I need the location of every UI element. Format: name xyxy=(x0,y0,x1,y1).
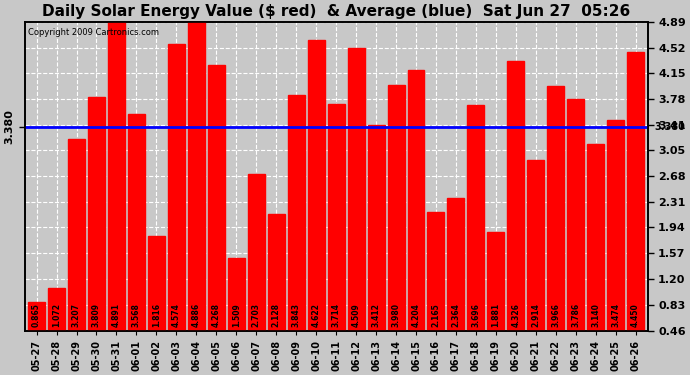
Bar xyxy=(547,86,564,363)
Text: 4.326: 4.326 xyxy=(511,303,520,327)
Bar xyxy=(68,139,85,363)
Bar xyxy=(408,70,424,363)
Bar xyxy=(48,288,65,363)
Text: 3.980: 3.980 xyxy=(391,303,400,327)
Text: 3.568: 3.568 xyxy=(132,303,141,327)
Text: 3.714: 3.714 xyxy=(332,303,341,327)
Text: 1.072: 1.072 xyxy=(52,303,61,327)
Text: 1.881: 1.881 xyxy=(491,303,500,327)
Bar xyxy=(627,53,644,363)
Bar xyxy=(507,61,524,363)
Bar xyxy=(248,174,265,363)
Bar xyxy=(168,44,185,363)
Text: 4.886: 4.886 xyxy=(192,303,201,327)
Bar xyxy=(368,125,384,363)
Text: 3.843: 3.843 xyxy=(292,303,301,327)
Text: 2.128: 2.128 xyxy=(272,303,281,327)
Text: 3.786: 3.786 xyxy=(571,303,580,327)
Title: Daily Solar Energy Value ($ red)  & Average (blue)  Sat Jun 27  05:26: Daily Solar Energy Value ($ red) & Avera… xyxy=(42,4,630,19)
Bar xyxy=(567,99,584,363)
Text: 3.474: 3.474 xyxy=(611,303,620,327)
Bar xyxy=(28,302,45,363)
Text: 3.207: 3.207 xyxy=(72,303,81,327)
Text: 4.450: 4.450 xyxy=(631,303,640,327)
Text: 2.703: 2.703 xyxy=(252,303,261,327)
Text: 3.966: 3.966 xyxy=(551,303,560,327)
Text: 3.696: 3.696 xyxy=(471,303,480,327)
Bar xyxy=(388,85,404,363)
Text: 4.622: 4.622 xyxy=(312,303,321,327)
Text: Copyright 2009 Cartronics.com: Copyright 2009 Cartronics.com xyxy=(28,28,159,37)
Bar xyxy=(587,144,604,363)
Text: 3.140: 3.140 xyxy=(591,303,600,327)
Bar xyxy=(447,198,464,363)
Text: 3.809: 3.809 xyxy=(92,303,101,327)
Text: 2.914: 2.914 xyxy=(531,303,540,327)
Bar xyxy=(428,212,444,363)
Bar xyxy=(308,40,324,363)
Bar xyxy=(288,95,305,363)
Bar xyxy=(348,48,364,363)
Bar xyxy=(148,236,165,363)
Bar xyxy=(328,104,344,363)
Text: 3.380: 3.380 xyxy=(655,122,685,132)
Bar xyxy=(487,232,504,363)
Bar xyxy=(108,22,125,363)
Bar xyxy=(88,97,105,363)
Bar xyxy=(467,105,484,363)
Bar xyxy=(188,22,205,363)
Text: 3.412: 3.412 xyxy=(372,303,381,327)
Bar xyxy=(228,258,245,363)
Bar xyxy=(128,114,145,363)
Text: 4.891: 4.891 xyxy=(112,303,121,327)
Text: 2.364: 2.364 xyxy=(451,303,460,327)
Text: 2.165: 2.165 xyxy=(431,303,440,327)
Bar xyxy=(607,120,624,363)
Text: 1.816: 1.816 xyxy=(152,303,161,327)
Text: 0.865: 0.865 xyxy=(32,303,41,327)
Bar xyxy=(208,65,225,363)
Text: 4.574: 4.574 xyxy=(172,303,181,327)
Text: 4.204: 4.204 xyxy=(411,303,420,327)
Text: 4.509: 4.509 xyxy=(352,303,361,327)
Text: 1.509: 1.509 xyxy=(232,303,241,327)
Text: 4.268: 4.268 xyxy=(212,303,221,327)
Bar xyxy=(268,214,285,363)
Bar xyxy=(527,159,544,363)
